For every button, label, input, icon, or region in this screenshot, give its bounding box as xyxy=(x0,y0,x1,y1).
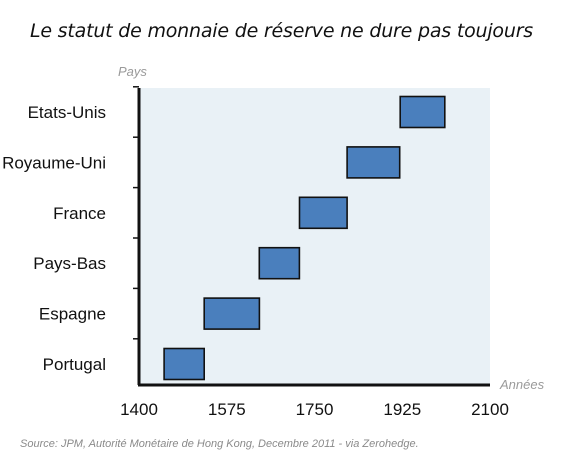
chart-title: Le statut de monnaie de réserve ne dure … xyxy=(29,20,534,42)
bar-portugal xyxy=(163,347,206,381)
y-label-france: France xyxy=(53,204,106,223)
y-label-pays-bas: Pays-Bas xyxy=(33,254,106,273)
bar-royaume-uni xyxy=(346,146,401,179)
x-tick-label-1750: 1750 xyxy=(296,400,334,419)
y-label-royaume-uni: Royaume-Uni xyxy=(2,153,106,172)
bar-france xyxy=(298,196,348,230)
bar-espagne xyxy=(203,297,261,330)
bars-group xyxy=(163,95,446,381)
bar-etats-unis xyxy=(399,95,446,129)
y-label-espagne: Espagne xyxy=(39,305,106,324)
y-label-portugal: Portugal xyxy=(43,355,106,374)
x-tick-label-2100: 2100 xyxy=(471,400,509,419)
y-labels-group: Etats-Unis Royaume-Uni France Pays-Bas Espag… xyxy=(2,103,106,374)
x-tick-label-1400: 1400 xyxy=(120,400,158,419)
bar-pays-bas xyxy=(258,246,301,280)
x-labels-group: 1400 1575 1750 1925 2100 xyxy=(120,400,509,419)
y-label-etats-unis: Etats-Unis xyxy=(28,103,106,122)
source-note: Source: JPM, Autorité Monétaire de Hong … xyxy=(20,438,419,450)
x-tick-label-1925: 1925 xyxy=(383,400,421,419)
x-tick-label-1575: 1575 xyxy=(208,400,246,419)
y-ticks-group xyxy=(133,86,139,340)
y-axis-title: Pays xyxy=(118,64,147,79)
plot-background xyxy=(139,88,490,384)
x-axis-title: Années xyxy=(499,377,545,392)
